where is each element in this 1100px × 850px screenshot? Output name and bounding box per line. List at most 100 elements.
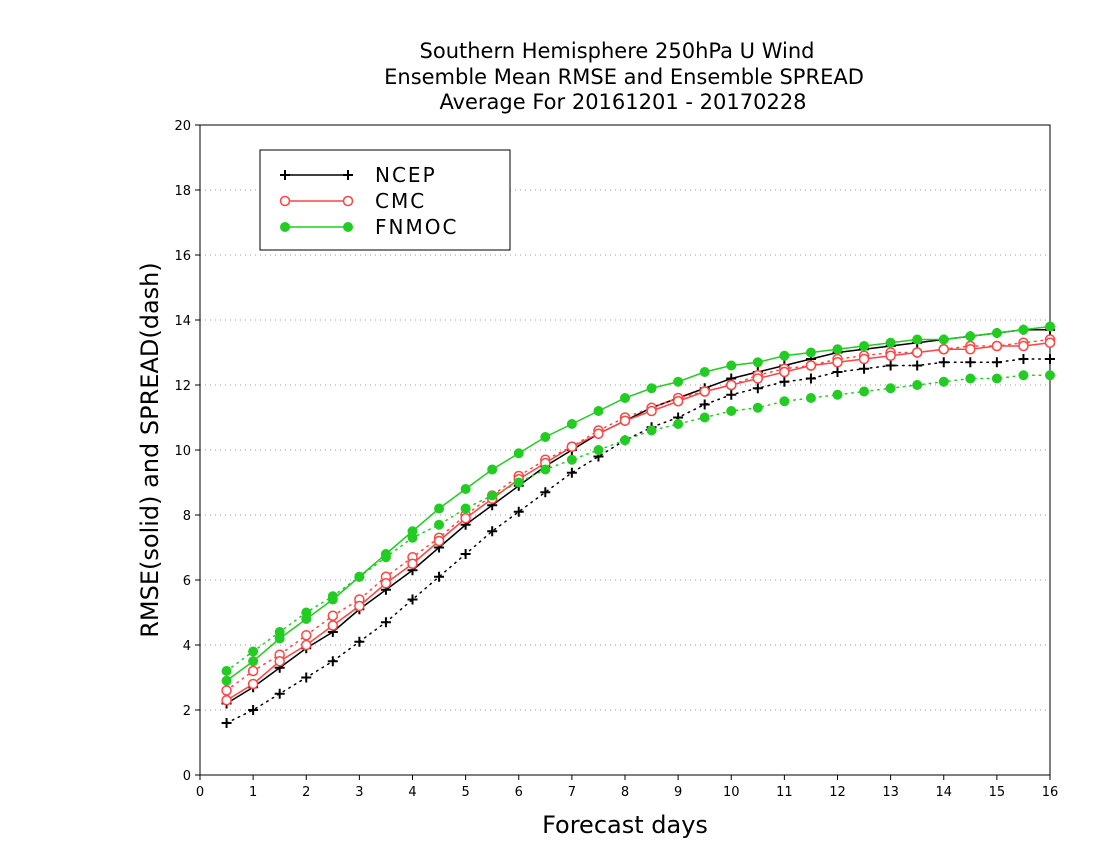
- series-cmc-rmse-point: [274, 656, 285, 667]
- series-ncep-spread-point: [859, 363, 870, 374]
- series-fnmoc-spread-point: [991, 373, 1002, 384]
- legend-label: FNMOC: [375, 215, 458, 239]
- legend-marker: [343, 222, 353, 232]
- legend-marker: [279, 195, 291, 207]
- x-tick-label: 13: [882, 785, 899, 800]
- series-fnmoc-rmse-point: [301, 614, 312, 624]
- series-cmc-rmse-point: [646, 405, 657, 417]
- series-fnmoc-spread-point: [1045, 370, 1055, 381]
- series-ncep-rmse-line: [226, 329, 1050, 705]
- series-ncep-spread-point: [513, 506, 524, 517]
- series-cmc-rmse-point: [433, 535, 445, 547]
- x-tick-label: 1: [249, 785, 257, 800]
- series-fnmoc-spread-point: [832, 389, 843, 400]
- x-tick-label: 7: [568, 785, 576, 800]
- series-ncep-spread-point: [487, 526, 498, 537]
- y-tick-label: 10: [174, 444, 191, 459]
- series-fnmoc-rmse-point: [327, 594, 338, 605]
- x-tick-label: 12: [829, 785, 846, 800]
- y-tick-label: 18: [174, 184, 191, 199]
- series-fnmoc-rmse-point: [1045, 321, 1055, 332]
- x-axis-label: Forecast days: [542, 811, 708, 839]
- series-fnmoc-spread-point: [1018, 370, 1029, 381]
- series-ncep-spread-point: [274, 688, 285, 699]
- series-cmc-rmse-point: [726, 379, 737, 391]
- x-tick-label: 9: [674, 785, 682, 800]
- x-tick-label: 3: [355, 785, 363, 800]
- y-tick-label: 12: [174, 379, 191, 394]
- series-ncep-spread-point: [407, 594, 418, 605]
- series-cmc-rmse-point: [672, 396, 684, 407]
- series-fnmoc-rmse-point: [699, 367, 710, 377]
- legend-label: CMC: [375, 189, 426, 213]
- series-fnmoc-spread-point: [646, 425, 657, 436]
- series-fnmoc-spread-point: [460, 503, 471, 514]
- series-fnmoc-spread-point: [726, 406, 737, 416]
- series-fnmoc-rmse-point: [540, 432, 551, 442]
- chart-title-line-3: Average For 20161201 - 20170228: [439, 90, 806, 114]
- series-ncep-spread-point: [380, 617, 391, 628]
- series-ncep: [221, 324, 1055, 728]
- x-tick-label: 14: [935, 785, 952, 800]
- series-fnmoc-rmse-point: [726, 360, 737, 371]
- series-cmc-rmse-point: [301, 639, 312, 651]
- series-fnmoc-spread-point: [938, 376, 949, 387]
- series-fnmoc-rmse-point: [407, 526, 418, 537]
- series-fnmoc-spread-point: [779, 396, 790, 407]
- series-fnmoc-spread-point: [965, 373, 976, 384]
- series-ncep-spread-point: [726, 389, 737, 400]
- series-fnmoc-spread-point: [885, 383, 896, 394]
- series-cmc-spread-point: [247, 665, 259, 677]
- series-fnmoc-rmse-point: [912, 334, 923, 345]
- series-fnmoc-rmse-line: [226, 325, 1051, 682]
- series-cmc-rmse-point: [247, 678, 259, 690]
- series-fnmoc-rmse-point: [805, 347, 816, 358]
- series-fnmoc-spread-point: [593, 445, 604, 455]
- series-ncep-spread-point: [832, 367, 843, 377]
- series-ncep-spread-point: [354, 636, 365, 647]
- series-ncep-spread-point: [779, 376, 790, 387]
- series-fnmoc-rmse-point: [859, 341, 870, 351]
- series-fnmoc-spread-point: [221, 666, 232, 676]
- series-fnmoc-spread-point: [434, 519, 445, 530]
- x-tick-label: 4: [408, 785, 416, 800]
- series-cmc-rmse-point: [991, 340, 1003, 352]
- x-tick-label: 0: [196, 785, 204, 800]
- x-tick-label: 11: [776, 785, 793, 800]
- series-cmc-rmse-point: [965, 344, 976, 355]
- series-cmc-rmse-point: [911, 347, 923, 358]
- legend-box: [259, 149, 511, 251]
- series-cmc-rmse-point: [805, 360, 817, 371]
- series-cmc-rmse-point: [327, 620, 339, 631]
- y-tick-label: 20: [174, 119, 191, 134]
- series-fnmoc-spread-line: [225, 374, 1051, 672]
- series-cmc-spread-point: [301, 630, 312, 641]
- series-fnmoc: [221, 321, 1055, 686]
- series-ncep-spread-point: [805, 373, 816, 384]
- series-cmc-rmse-point: [885, 350, 896, 361]
- series-fnmoc-rmse-point: [620, 393, 630, 403]
- y-tick-label: 0: [183, 769, 191, 784]
- series-cmc-rmse-point: [832, 357, 843, 368]
- series-fnmoc-rmse-point: [885, 337, 896, 348]
- series-cmc-rmse-point: [1044, 337, 1056, 348]
- y-tick-label: 2: [183, 704, 191, 719]
- series-fnmoc-rmse-point: [487, 464, 498, 475]
- series-fnmoc-spread-point: [513, 477, 524, 488]
- series-cmc-rmse-point: [460, 513, 471, 524]
- series-fnmoc-spread-point: [912, 380, 923, 390]
- series-ncep-spread-point: [434, 571, 445, 582]
- series-cmc: [221, 334, 1056, 706]
- series-fnmoc-rmse-point: [274, 633, 285, 644]
- series-fnmoc-spread-point: [673, 419, 684, 429]
- series-ncep-spread-point: [912, 360, 923, 371]
- series-fnmoc-rmse-point: [752, 357, 763, 368]
- series-cmc-rmse-point: [221, 695, 232, 706]
- x-tick-label: 2: [302, 785, 310, 800]
- y-tick-label: 16: [174, 249, 191, 264]
- series-cmc-rmse-point: [619, 415, 631, 426]
- series-cmc-rmse-point: [380, 578, 392, 589]
- x-tick-label: 5: [461, 785, 469, 800]
- series-ncep-spread-point: [566, 467, 577, 478]
